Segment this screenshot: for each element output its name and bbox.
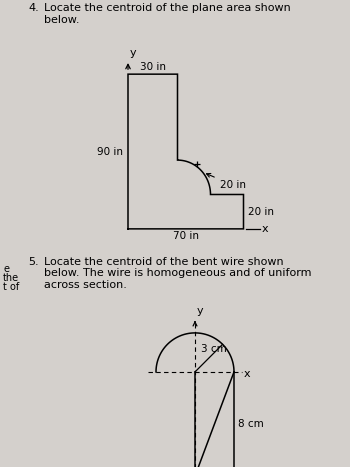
Text: 5.: 5. [28, 257, 38, 267]
Text: the: the [3, 273, 19, 283]
Text: 30 in: 30 in [140, 62, 166, 72]
Text: y: y [130, 48, 136, 58]
Text: 70 in: 70 in [173, 231, 199, 241]
Text: 4.: 4. [28, 3, 39, 13]
Text: t of: t of [3, 282, 19, 292]
Text: x: x [261, 224, 268, 234]
Text: Locate the centroid of the plane area shown
below.: Locate the centroid of the plane area sh… [44, 3, 291, 25]
Text: 8 cm: 8 cm [238, 419, 264, 429]
Text: e: e [3, 264, 9, 274]
Text: 20 in: 20 in [247, 207, 273, 217]
Text: y: y [197, 306, 204, 316]
Text: Locate the centroid of the bent wire shown
below. The wire is homogeneous and of: Locate the centroid of the bent wire sho… [44, 257, 312, 290]
Text: 90 in: 90 in [97, 147, 123, 156]
Text: 20 in: 20 in [220, 180, 246, 190]
Text: 3 cm: 3 cm [201, 344, 227, 354]
Text: x: x [244, 369, 251, 379]
